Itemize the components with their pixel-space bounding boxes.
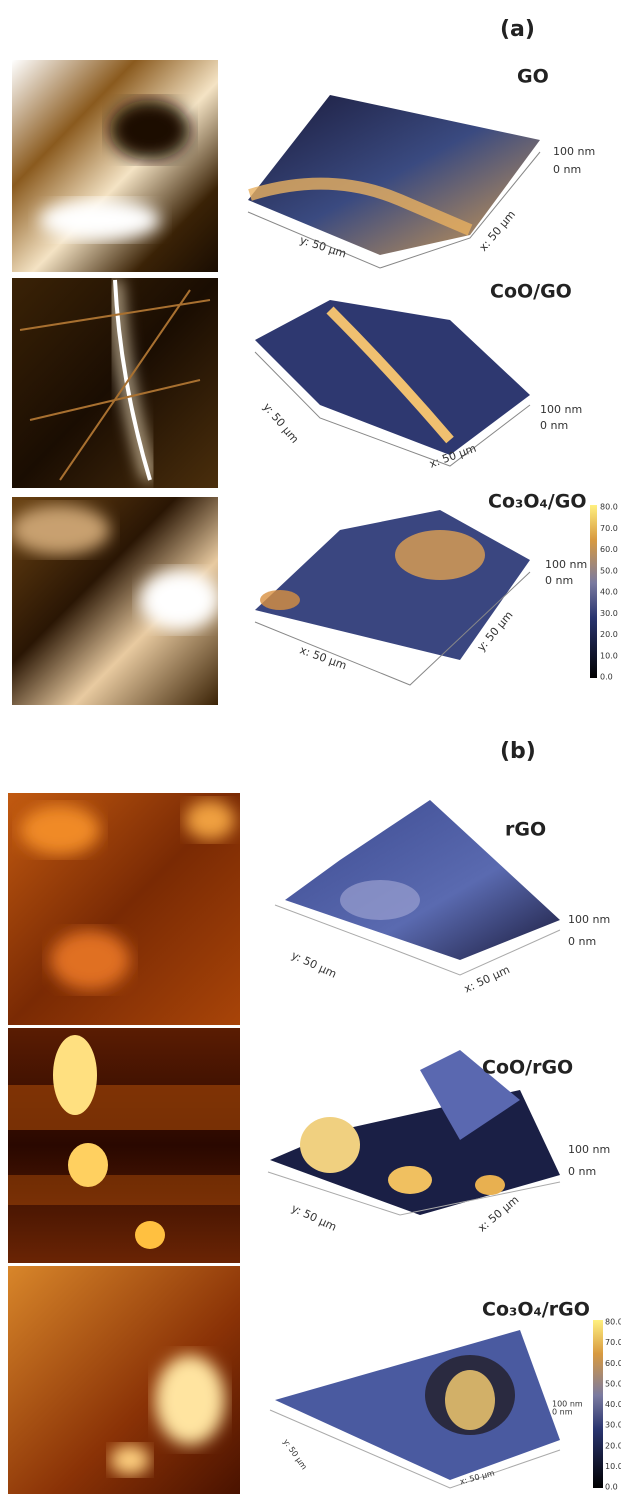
- colorbar-label: 40.0: [600, 588, 618, 597]
- colorbar: [590, 505, 597, 678]
- sample-name: CoO/rGO: [482, 1057, 573, 1079]
- colorbar-label: 10.0: [600, 651, 618, 660]
- colorbar-label: 60.0: [600, 545, 618, 554]
- scale-label: 100 nm: [553, 145, 595, 158]
- axis-label: y: 50 µm: [281, 1437, 309, 1471]
- scale-label: 0 nm: [553, 163, 581, 176]
- colorbar-label: 80.0: [605, 1318, 621, 1327]
- afm-image: [8, 793, 240, 1025]
- sample-name: Co₃O₄/GO: [488, 491, 586, 513]
- colorbar: [593, 1320, 603, 1488]
- axis-label: y: 50 µm: [260, 401, 301, 446]
- surface-3d: [255, 510, 530, 685]
- colorbar-label: 30.0: [605, 1421, 621, 1430]
- axis-label: x: 50 µm: [462, 963, 512, 995]
- afm-image: [8, 1266, 240, 1494]
- colorbar-label: 50.0: [600, 566, 618, 575]
- scale-label: 100 nm: [568, 1143, 610, 1156]
- axis-label: x: 50 µm: [476, 1193, 522, 1234]
- scale-label: 0 nm: [540, 419, 568, 432]
- page: (a) GO 100 nm 0 nm y: 50 µm x: 50 µm CoO…: [0, 0, 621, 1494]
- colorbar-label: 70.0: [605, 1338, 621, 1347]
- axis-label: y: 50 µm: [289, 1202, 338, 1234]
- sample-name: rGO: [505, 819, 546, 841]
- scale-label: 0 nm: [552, 1408, 573, 1417]
- afm-image: [10, 497, 220, 705]
- panel-label: (a): [500, 17, 535, 42]
- axis-label: y: 50 µm: [289, 949, 338, 981]
- colorbar-label: 0.0: [605, 1483, 618, 1492]
- colorbar-label: 30.0: [600, 609, 618, 618]
- scale-label: 100 nm: [540, 403, 582, 416]
- figure: (a) GO 100 nm 0 nm y: 50 µm x: 50 µm CoO…: [0, 0, 621, 1494]
- sample-name: Co₃O₄/rGO: [482, 1299, 590, 1321]
- afm-image: [8, 1028, 240, 1263]
- scale-label: 0 nm: [545, 574, 573, 587]
- colorbar-label: 70.0: [600, 524, 618, 533]
- colorbar-label: 10.0: [605, 1462, 621, 1471]
- sample-name: CoO/GO: [490, 281, 572, 303]
- axis-label: x: 50 µm: [298, 643, 348, 672]
- colorbar-label: 50.0: [605, 1379, 621, 1388]
- afm-image: [12, 278, 218, 488]
- scale-label: 0 nm: [568, 1165, 596, 1178]
- colorbar-label: 60.0: [605, 1359, 621, 1368]
- panel-label: (b): [500, 739, 536, 764]
- scale-label: 0 nm: [568, 935, 596, 948]
- colorbar-label: 80.0: [600, 503, 618, 512]
- colorbar-label: 20.0: [605, 1441, 621, 1450]
- colorbar-label: 0.0: [600, 673, 613, 682]
- scale-label: 100 nm: [545, 558, 587, 571]
- colorbar-label: 20.0: [600, 630, 618, 639]
- scale-label: 100 nm: [568, 913, 610, 926]
- sample-name: GO: [517, 66, 549, 88]
- afm-image: [12, 60, 218, 272]
- colorbar-label: 40.0: [605, 1400, 621, 1409]
- surface-3d: [270, 1330, 560, 1488]
